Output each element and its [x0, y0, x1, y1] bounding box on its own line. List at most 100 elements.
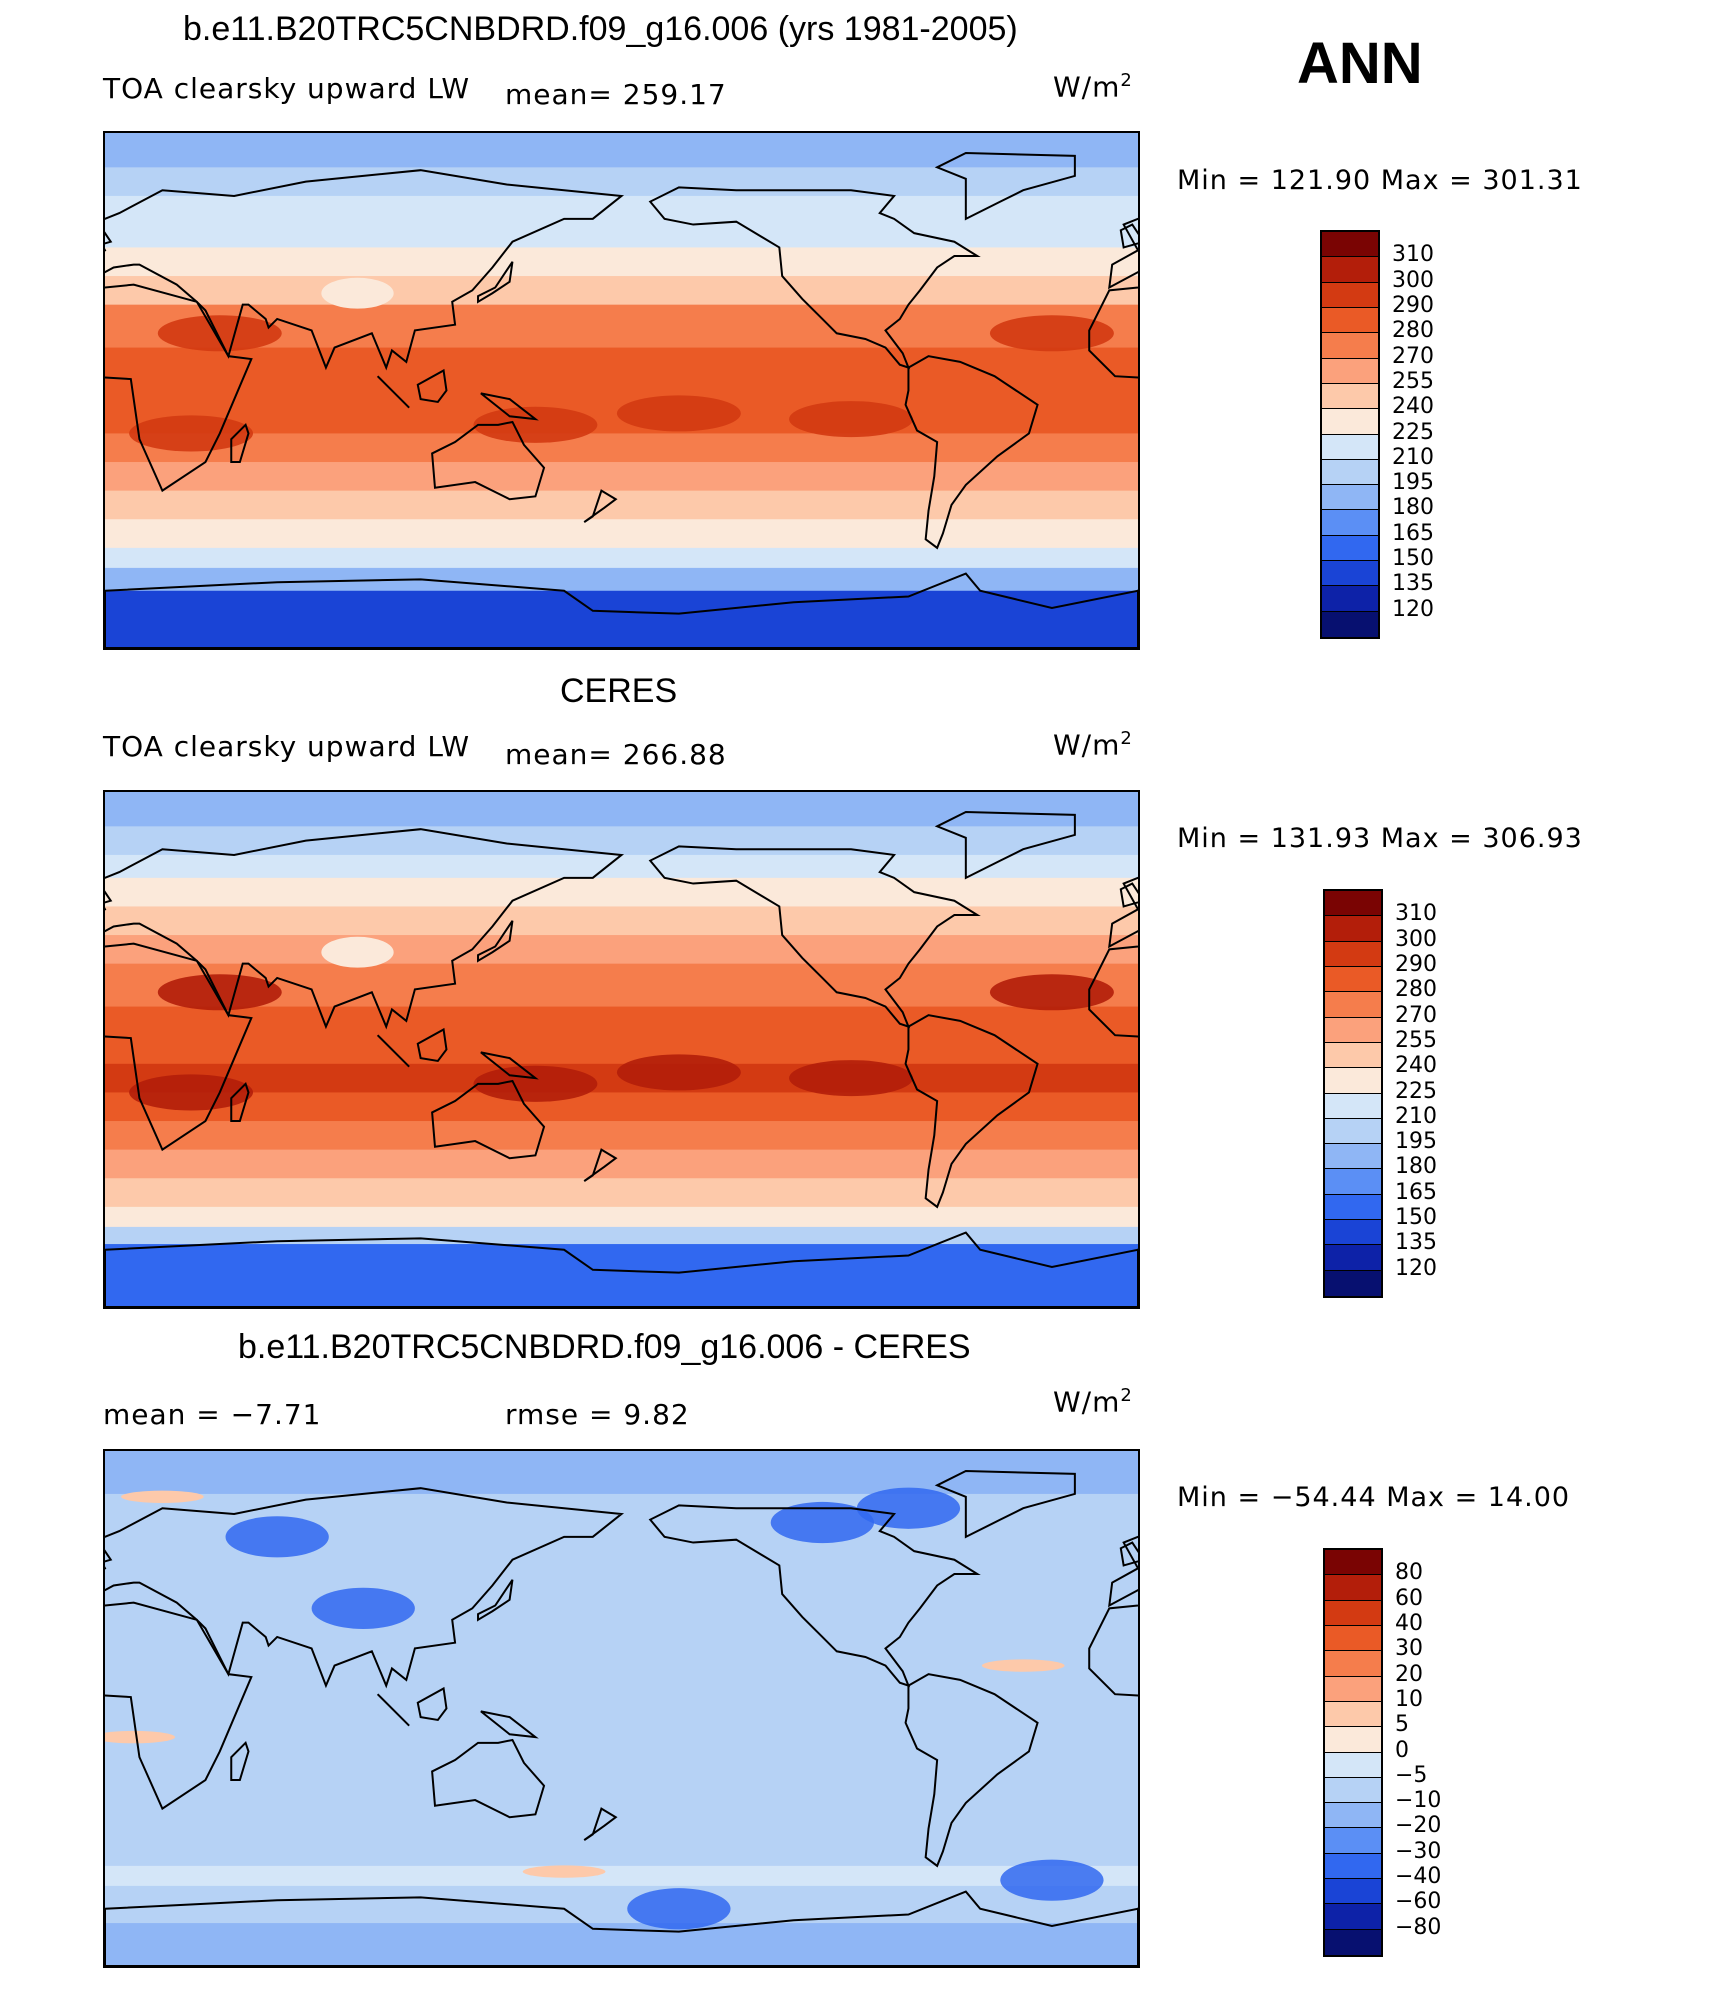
colorbar-tick-label: 120 — [1395, 1255, 1437, 1281]
colorbar-swatch — [1325, 1879, 1381, 1905]
colorbar-tick-label: 165 — [1392, 520, 1434, 546]
colorbar-swatch — [1325, 1929, 1381, 1955]
colorbar-tick-label: 240 — [1395, 1053, 1437, 1079]
field-band — [105, 519, 1138, 549]
field-band — [105, 1765, 1138, 1824]
field-patch — [770, 1501, 875, 1544]
colorbar-swatch — [1322, 434, 1378, 460]
colorbar-swatch — [1325, 916, 1381, 942]
field-band — [105, 877, 1138, 908]
coastline — [230, 422, 250, 464]
colorbar-tick-label: 150 — [1392, 546, 1434, 572]
colorbar-tick-label: 290 — [1392, 292, 1434, 318]
coastline — [934, 152, 1076, 221]
colorbar-swatch — [1322, 333, 1378, 359]
colorbar-swatch — [1322, 535, 1378, 562]
panel1-map — [103, 131, 1140, 650]
colorbar-tick-label: −20 — [1395, 1813, 1442, 1839]
colorbar-swatch — [1325, 1220, 1381, 1246]
field-band — [105, 906, 1138, 937]
field-patch — [616, 395, 741, 432]
colorbar-tick-label: 180 — [1395, 1154, 1437, 1180]
colorbar-swatch — [1322, 586, 1378, 612]
colorbar-tick-label: 310 — [1395, 901, 1437, 927]
coastline — [480, 1051, 539, 1080]
colorbar-tick-label: 195 — [1395, 1129, 1437, 1155]
coastline — [1088, 286, 1138, 379]
coastline — [480, 392, 539, 421]
panel3-rmse-label: rmse = 9.82 — [505, 1398, 690, 1431]
field-patch — [157, 315, 282, 352]
coastline — [1088, 1604, 1138, 1697]
field-patch — [311, 1587, 415, 1629]
panel1-mean-label: mean= 259.17 — [505, 78, 727, 111]
field-patch — [789, 1060, 914, 1097]
colorbar-tick-label: 225 — [1395, 1078, 1437, 1104]
colorbar-tick-label: −40 — [1395, 1864, 1442, 1890]
panel3-map — [103, 1449, 1140, 1968]
field-band — [105, 247, 1138, 278]
coastline — [904, 1673, 1039, 1868]
colorbar-tick-label: −5 — [1395, 1762, 1428, 1788]
colorbar-swatch — [1322, 307, 1378, 334]
colorbar-tick-label: 240 — [1392, 394, 1434, 420]
coastline — [431, 1079, 546, 1160]
coastline — [477, 261, 514, 304]
coastline — [648, 845, 981, 1029]
field-patch — [522, 1865, 606, 1878]
field-band — [105, 1865, 1138, 1887]
coastline — [1119, 1541, 1138, 1567]
field-patch — [989, 315, 1114, 352]
panel1-colorbar — [1320, 230, 1380, 639]
colorbar-tick-label: 80 — [1395, 1560, 1423, 1586]
field-patch — [225, 1516, 329, 1558]
panel3-mean-label: mean = −7.71 — [103, 1398, 322, 1431]
colorbar-tick-label: 300 — [1392, 267, 1434, 293]
colorbar-swatch — [1325, 1575, 1381, 1601]
field-patch — [473, 1065, 598, 1102]
colorbar-tick-label: −30 — [1395, 1838, 1442, 1864]
coastline — [105, 828, 625, 1030]
coastline — [105, 1890, 1138, 1966]
colorbar-tick-label: 60 — [1395, 1585, 1423, 1611]
field-band — [105, 1708, 1138, 1767]
colorbar-swatch — [1325, 966, 1381, 993]
colorbar-tick-label: 165 — [1395, 1179, 1437, 1205]
coastline — [376, 1034, 410, 1068]
colorbar-swatch — [1325, 1068, 1381, 1094]
field-band — [105, 1885, 1138, 1925]
field-patch — [616, 1054, 741, 1091]
colorbar-tick-label: −80 — [1395, 1914, 1442, 1940]
colorbar-swatch — [1322, 358, 1378, 384]
colorbar-swatch — [1322, 409, 1378, 435]
colorbar-swatch — [1325, 1600, 1381, 1626]
field-band — [105, 792, 1138, 828]
colorbar-tick-label: 225 — [1392, 419, 1434, 445]
colorbar-tick-label: 310 — [1392, 242, 1434, 268]
coastline — [648, 186, 981, 370]
coastline — [431, 420, 546, 501]
colorbar-tick-label: 270 — [1392, 343, 1434, 369]
colorbar-swatch — [1325, 891, 1381, 917]
colorbar-swatch — [1325, 1625, 1381, 1652]
panel3-title: b.e11.B20TRC5CNBDRD.f09_g16.006 - CERES — [238, 1328, 971, 1366]
coastline — [648, 1504, 981, 1688]
field-band — [105, 490, 1138, 521]
colorbar-swatch — [1322, 611, 1378, 637]
field-band — [105, 133, 1138, 169]
colorbar-tick-label: 0 — [1395, 1737, 1409, 1763]
coastline — [904, 355, 1039, 550]
coastline — [583, 489, 618, 523]
field-band — [105, 347, 1138, 406]
field-patch — [321, 277, 394, 309]
colorbar-swatch — [1322, 383, 1378, 410]
colorbar-swatch — [1325, 1245, 1381, 1271]
colorbar-swatch — [1325, 1777, 1381, 1804]
coastline — [431, 1738, 546, 1819]
colorbar-swatch — [1325, 1042, 1381, 1069]
coastline — [376, 375, 410, 409]
field-patch — [129, 1074, 254, 1111]
field-patch — [789, 401, 914, 438]
colorbar-swatch — [1325, 1828, 1381, 1854]
field-band — [105, 218, 1138, 249]
